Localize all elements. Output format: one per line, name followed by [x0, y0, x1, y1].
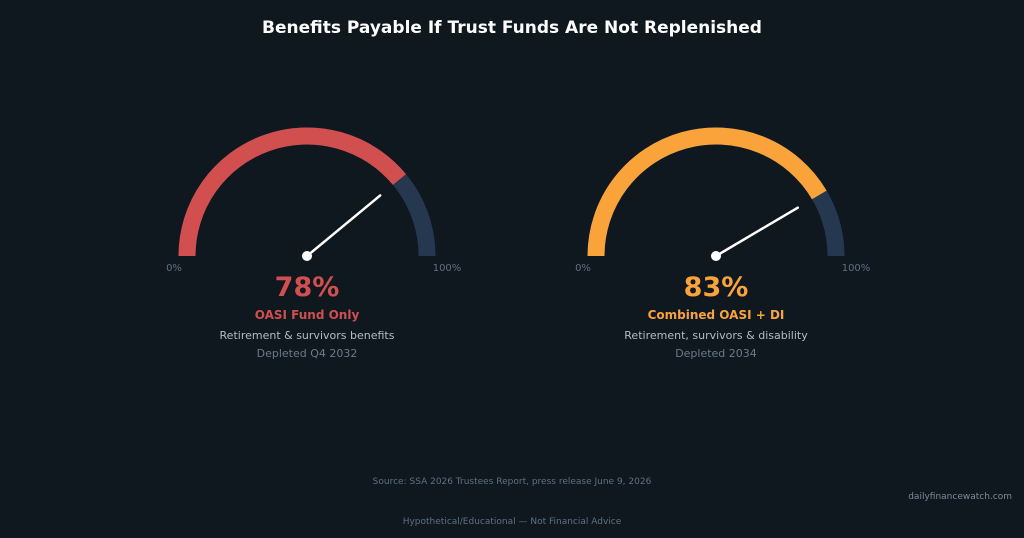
gauge-needle [305, 194, 382, 258]
gauge-fill [587, 127, 827, 257]
gauge-description: Retirement, survivors & disability [624, 329, 808, 342]
gauge-combined: 0% 100% 83% Combined OASI + DI Retiremen… [575, 127, 871, 360]
gauge-max-label: 100% [842, 263, 871, 274]
gauge-min-label: 0% [575, 263, 591, 274]
gauge-track [587, 127, 845, 257]
gauge-max-label: 100% [433, 263, 462, 274]
gauge-track [178, 127, 436, 257]
disclaimer-note: Hypothetical/Educational — Not Financial… [402, 517, 622, 527]
site-watermark: dailyfinancewatch.com [908, 492, 1012, 502]
source-note: Source: SSA 2026 Trustees Report, press … [372, 477, 652, 487]
chart-title: Benefits Payable If Trust Funds Are Not … [262, 18, 762, 38]
gauge-depletion-date: Depleted 2034 [675, 347, 757, 360]
gauge-name-label: OASI Fund Only [255, 308, 360, 322]
gauge-depletion-date: Depleted Q4 2032 [257, 347, 358, 360]
gauge-min-label: 0% [166, 263, 182, 274]
gauge-needle [714, 206, 800, 258]
gauge-needle-hub [711, 251, 721, 261]
gauge-value-label: 83% [684, 272, 749, 303]
gauge-description: Retirement & survivors benefits [220, 329, 395, 342]
gauge-oasi: 0% 100% 78% OASI Fund Only Retirement & … [166, 127, 462, 360]
gauge-fill [178, 127, 407, 257]
gauge-value-label: 78% [275, 272, 340, 303]
gauge-name-label: Combined OASI + DI [648, 308, 785, 322]
gauge-needle-hub [302, 251, 312, 261]
